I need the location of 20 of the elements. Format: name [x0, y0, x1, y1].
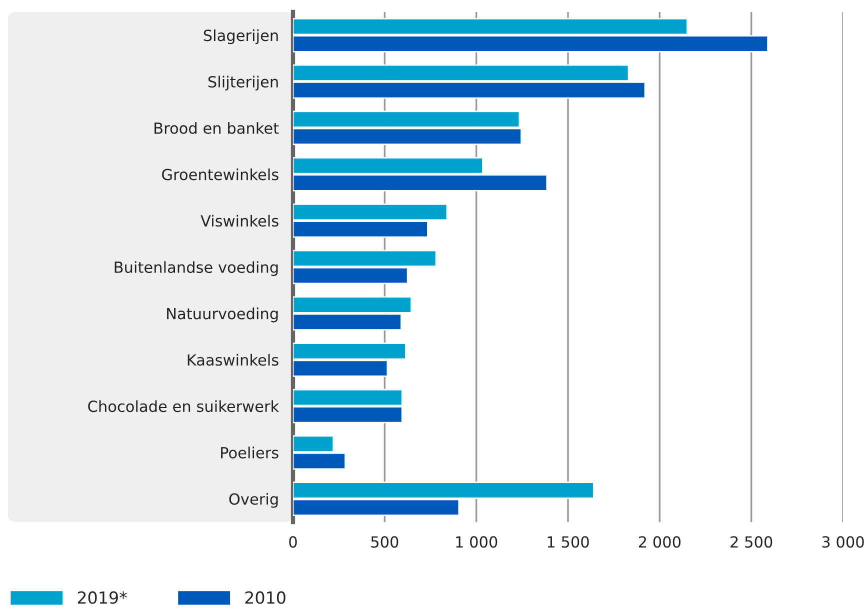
- y-tick-label: Buitenlandse voeding: [114, 261, 278, 276]
- y-tick-label: Kaaswinkels: [188, 354, 278, 366]
- y-tick-label: Slijterijen: [208, 76, 278, 91]
- y-tick-label: Chocolade en suikerwerk: [88, 400, 280, 412]
- y-tick-label: Viswinkels: [200, 214, 278, 227]
- x-tick-label: 2 500: [730, 536, 772, 548]
- legend-label: 2019*: [78, 591, 127, 604]
- y-tick-label: Brood en banket: [154, 122, 279, 134]
- y-tick-label: Poeliers: [221, 446, 278, 458]
- y-tick-label: Natuurvoeding: [167, 308, 278, 322]
- x-tick-label: 1 500: [548, 536, 589, 548]
- y-tick-label: Overig: [229, 493, 278, 508]
- legend-label: 2010: [245, 591, 286, 604]
- x-tick-label: 0: [289, 536, 297, 548]
- x-tick-label: 500: [371, 536, 398, 548]
- y-tick-label: Slagerijen: [204, 29, 278, 44]
- x-tick-label: 3 000: [822, 536, 864, 548]
- x-tick-label: 2 000: [638, 536, 681, 548]
- y-tick-label: Groentewinkels: [162, 168, 278, 180]
- x-tick-label: 1 000: [456, 536, 498, 548]
